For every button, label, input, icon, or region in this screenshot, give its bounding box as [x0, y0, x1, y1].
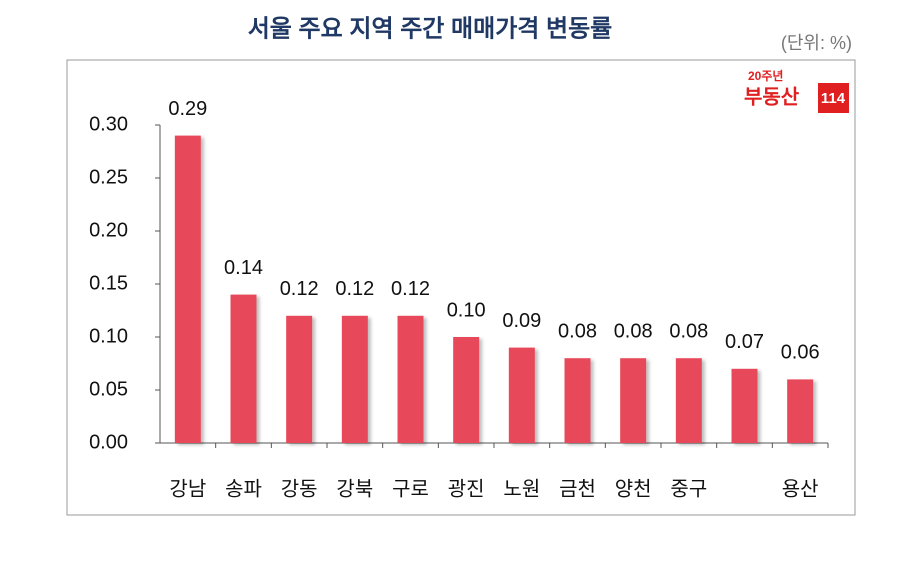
value-label: 0.08: [558, 320, 597, 342]
bar: [286, 315, 313, 443]
value-label: 0.12: [335, 278, 374, 300]
value-label: 0.12: [280, 278, 319, 300]
y-tick-label: 0.10: [89, 325, 128, 347]
x-tick-label: 중구: [670, 478, 707, 500]
y-tick-label: 0.15: [89, 272, 128, 294]
plot-frame: [66, 59, 856, 516]
bar: [397, 315, 424, 443]
value-label: 0.07: [725, 331, 764, 353]
y-tick-label: 0.30: [89, 113, 128, 135]
logo: 20주년 부동산 114: [744, 69, 849, 113]
bar: [675, 358, 702, 443]
bar: [731, 368, 758, 443]
bar: [564, 358, 591, 443]
logo-box: [818, 83, 849, 113]
chart-title: 서울 주요 지역 주간 매매가격 변동률: [248, 15, 613, 42]
x-tick-label: 강남: [169, 477, 206, 500]
value-label: 0.12: [391, 278, 430, 300]
bar: [620, 358, 647, 443]
x-tick-label: 용산: [782, 477, 819, 500]
value-label: 0.06: [781, 342, 820, 364]
x-tick-label: 양천: [615, 477, 652, 500]
x-tick-label: 구로: [392, 478, 429, 500]
logo-number: 114: [821, 90, 846, 107]
value-label: 0.09: [502, 310, 541, 332]
x-tick-label: 광진: [448, 477, 485, 500]
value-label: 0.08: [614, 320, 653, 342]
x-tick-label: 강북: [336, 477, 373, 500]
unit-label: (단위: %): [781, 33, 852, 53]
x-tick-label: 강동: [281, 477, 318, 500]
value-label: 0.10: [447, 299, 486, 321]
value-label: 0.29: [168, 98, 207, 120]
y-tick-label: 0.00: [89, 431, 128, 453]
x-tick-label: 금천: [559, 477, 596, 500]
y-tick-label: 0.25: [89, 166, 128, 188]
value-label: 0.14: [224, 257, 263, 279]
bar: [230, 294, 257, 443]
bar: [787, 379, 814, 443]
value-label: 0.08: [669, 320, 708, 342]
logo-badge: 20주년: [748, 69, 783, 83]
bar: [174, 135, 201, 443]
bar: [508, 347, 535, 443]
y-tick-label: 0.20: [89, 219, 128, 241]
bar: [453, 337, 480, 443]
x-tick-label: 송파: [225, 477, 262, 500]
logo-name: 부동산: [744, 85, 800, 108]
y-tick-label: 0.05: [89, 378, 128, 400]
bar: [341, 315, 368, 443]
x-tick-label: 노원: [503, 477, 540, 500]
